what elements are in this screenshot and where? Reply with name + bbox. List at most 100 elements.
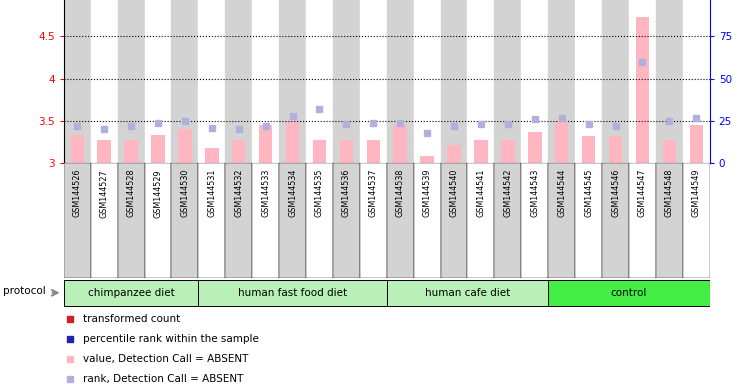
Bar bbox=[683, 163, 710, 278]
Text: GSM144543: GSM144543 bbox=[530, 169, 539, 217]
Bar bbox=[582, 136, 596, 163]
Text: GSM144526: GSM144526 bbox=[73, 169, 82, 217]
Bar bbox=[602, 163, 629, 278]
Text: chimpanzee diet: chimpanzee diet bbox=[88, 288, 174, 298]
Bar bbox=[441, 163, 467, 278]
Text: GSM144533: GSM144533 bbox=[261, 169, 270, 217]
Bar bbox=[232, 141, 246, 163]
Text: protocol: protocol bbox=[3, 286, 46, 296]
Text: value, Detection Call = ABSENT: value, Detection Call = ABSENT bbox=[83, 354, 249, 364]
Bar bbox=[333, 0, 360, 163]
Bar bbox=[521, 163, 548, 278]
Bar bbox=[339, 141, 353, 163]
Bar bbox=[360, 163, 387, 278]
Bar bbox=[467, 163, 494, 278]
Text: GSM144547: GSM144547 bbox=[638, 169, 647, 217]
Bar bbox=[555, 121, 569, 163]
Bar bbox=[118, 163, 144, 278]
Bar bbox=[575, 163, 602, 278]
Bar bbox=[656, 163, 683, 278]
Bar bbox=[198, 0, 225, 163]
Text: GSM144534: GSM144534 bbox=[288, 169, 297, 217]
Bar bbox=[98, 141, 111, 163]
Text: GSM144538: GSM144538 bbox=[396, 169, 405, 217]
Text: transformed count: transformed count bbox=[83, 314, 180, 324]
Text: GSM144549: GSM144549 bbox=[692, 169, 701, 217]
Text: GSM144539: GSM144539 bbox=[423, 169, 432, 217]
Bar bbox=[178, 129, 192, 163]
Bar bbox=[252, 0, 279, 163]
Text: GSM144532: GSM144532 bbox=[234, 169, 243, 217]
Bar bbox=[279, 163, 306, 278]
Text: GSM144529: GSM144529 bbox=[153, 169, 162, 218]
Bar bbox=[144, 163, 171, 278]
Text: GSM144527: GSM144527 bbox=[100, 169, 109, 218]
Bar bbox=[387, 163, 414, 278]
Text: rank, Detection Call = ABSENT: rank, Detection Call = ABSENT bbox=[83, 374, 243, 384]
Bar bbox=[125, 139, 138, 163]
Bar bbox=[494, 0, 521, 163]
Bar bbox=[259, 125, 273, 163]
Bar bbox=[91, 163, 118, 278]
Text: GSM144541: GSM144541 bbox=[476, 169, 485, 217]
Text: GSM144530: GSM144530 bbox=[180, 169, 189, 217]
Text: GSM144537: GSM144537 bbox=[369, 169, 378, 217]
Bar bbox=[528, 132, 541, 163]
Bar bbox=[64, 163, 91, 278]
Bar bbox=[171, 163, 198, 278]
Bar bbox=[225, 163, 252, 278]
Bar bbox=[421, 156, 434, 163]
Bar bbox=[118, 0, 144, 163]
Bar bbox=[71, 135, 84, 163]
Bar bbox=[609, 136, 623, 163]
Bar bbox=[171, 0, 198, 163]
Bar bbox=[602, 0, 629, 163]
Bar bbox=[91, 0, 118, 163]
Bar bbox=[394, 125, 407, 163]
Bar bbox=[286, 121, 300, 163]
Bar bbox=[198, 280, 387, 306]
Bar bbox=[64, 280, 198, 306]
Bar bbox=[575, 0, 602, 163]
Bar bbox=[683, 0, 710, 163]
Bar bbox=[629, 163, 656, 278]
Text: GSM144528: GSM144528 bbox=[127, 169, 136, 217]
Text: GSM144536: GSM144536 bbox=[342, 169, 351, 217]
Bar bbox=[629, 0, 656, 163]
Bar bbox=[366, 141, 380, 163]
Text: human fast food diet: human fast food diet bbox=[238, 288, 347, 298]
Bar bbox=[441, 0, 467, 163]
Bar bbox=[151, 135, 164, 163]
Text: control: control bbox=[611, 288, 647, 298]
Bar bbox=[198, 163, 225, 278]
Bar bbox=[144, 0, 171, 163]
Text: GSM144535: GSM144535 bbox=[315, 169, 324, 217]
Bar bbox=[501, 141, 514, 163]
Text: GSM144531: GSM144531 bbox=[207, 169, 216, 217]
Text: GSM144542: GSM144542 bbox=[503, 169, 512, 217]
Bar bbox=[548, 0, 575, 163]
Text: GSM144545: GSM144545 bbox=[584, 169, 593, 217]
Text: GSM144540: GSM144540 bbox=[450, 169, 459, 217]
Bar bbox=[494, 163, 521, 278]
Bar bbox=[279, 0, 306, 163]
Text: percentile rank within the sample: percentile rank within the sample bbox=[83, 334, 259, 344]
Bar bbox=[312, 141, 326, 163]
Bar bbox=[64, 0, 91, 163]
Bar bbox=[414, 163, 441, 278]
Bar bbox=[521, 0, 548, 163]
Bar bbox=[414, 0, 441, 163]
Text: GSM144544: GSM144544 bbox=[557, 169, 566, 217]
Bar bbox=[548, 163, 575, 278]
Bar bbox=[306, 0, 333, 163]
Bar bbox=[360, 0, 387, 163]
Bar bbox=[306, 163, 333, 278]
Bar bbox=[225, 0, 252, 163]
Bar bbox=[635, 17, 649, 163]
Text: GSM144548: GSM144548 bbox=[665, 169, 674, 217]
Bar bbox=[548, 280, 710, 306]
Text: GSM144546: GSM144546 bbox=[611, 169, 620, 217]
Bar bbox=[689, 125, 703, 163]
Bar bbox=[387, 0, 414, 163]
Bar bbox=[656, 0, 683, 163]
